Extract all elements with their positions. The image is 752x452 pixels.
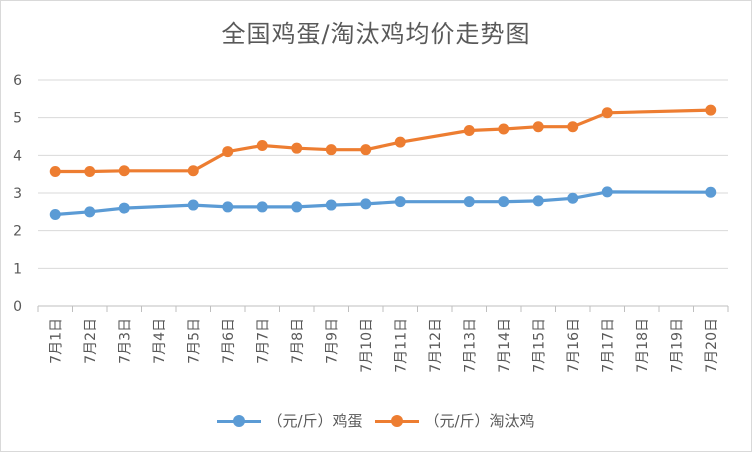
x-tick-label: 7月6日 — [221, 318, 237, 364]
x-tick-label: 7月12日 — [428, 318, 444, 373]
series-line-1 — [53, 108, 713, 174]
y-tick-label: 0 — [13, 299, 22, 315]
x-tick-label: 7月15日 — [531, 318, 547, 373]
series-1-point — [394, 136, 406, 148]
x-tick-label: 7月9日 — [324, 318, 340, 364]
legend-swatch-eggs — [217, 414, 262, 427]
x-tick-label: 7月4日 — [152, 318, 168, 364]
series-1-point — [291, 142, 303, 154]
legend-swatch-culled-hens — [374, 414, 419, 427]
series-1-point — [325, 144, 337, 156]
series-0-point — [49, 208, 61, 220]
x-tick-label: 7月16日 — [566, 318, 582, 373]
legend-item-culled-hens: （元/斤）淘汰鸡 — [374, 410, 535, 431]
series-1-point — [84, 166, 96, 178]
legend-label-culled-hens: （元/斤）淘汰鸡 — [424, 412, 535, 430]
x-tick-label: 7月17日 — [600, 318, 616, 373]
series-1-point — [601, 107, 613, 119]
series-0-point — [325, 199, 337, 211]
series-0-point — [498, 196, 510, 208]
series-1-point — [256, 140, 268, 152]
y-tick-label: 2 — [13, 224, 22, 240]
x-tick-label: 7月3日 — [117, 318, 133, 364]
series-0-point — [84, 206, 96, 218]
series-0-point — [705, 186, 717, 198]
x-tick-label: 7月18日 — [635, 318, 651, 373]
x-tick-label: 7月19日 — [669, 318, 685, 373]
y-tick-label: 1 — [13, 261, 22, 277]
chart-title: 全国鸡蛋/淘汰鸡均价走势图 — [221, 20, 531, 48]
series-1-point — [498, 123, 510, 135]
series-0-point — [567, 192, 579, 204]
x-tick-label: 7月14日 — [497, 318, 513, 373]
series-1-point — [118, 165, 130, 177]
x-tick-label: 7月13日 — [462, 318, 478, 373]
series-1-point — [532, 121, 544, 133]
series-0-point — [463, 196, 475, 208]
series-1-point — [187, 165, 199, 177]
y-tick-label: 3 — [13, 186, 22, 202]
series-1-point — [360, 144, 372, 156]
x-tick-label: 7月7日 — [255, 318, 271, 364]
series-0-point — [394, 196, 406, 208]
x-tick-label: 7月20日 — [704, 318, 720, 373]
series-0-point — [222, 201, 234, 213]
series-1-point — [222, 146, 234, 158]
legend-label-eggs: （元/斤）鸡蛋 — [267, 412, 363, 430]
series-0-point — [291, 201, 303, 213]
series-0-point — [118, 202, 130, 214]
series-1-point — [705, 104, 717, 116]
series-0-point — [187, 199, 199, 211]
y-tick-label: 4 — [13, 148, 22, 164]
series-0-point — [360, 198, 372, 210]
x-tick-label: 7月1日 — [48, 318, 64, 364]
x-tick-label: 7月8日 — [290, 318, 306, 364]
legend-item-eggs: （元/斤）鸡蛋 — [217, 410, 363, 431]
series-1-point — [567, 121, 579, 133]
series-0-point — [532, 195, 544, 207]
x-tick-label: 7月11日 — [393, 318, 409, 373]
y-tick-label: 5 — [13, 111, 22, 127]
series-1-point — [49, 166, 61, 178]
x-tick-label: 7月5日 — [186, 318, 202, 364]
y-tick-label: 6 — [13, 73, 22, 89]
series-0-point — [256, 201, 268, 213]
x-tick-label: 7月10日 — [359, 318, 375, 373]
series-1-point — [463, 124, 475, 136]
x-tick-label: 7月2日 — [83, 318, 99, 364]
series-line-0 — [53, 190, 713, 217]
series-0-point — [601, 186, 613, 198]
chart-legend: （元/斤）鸡蛋 （元/斤）淘汰鸡 — [0, 410, 752, 431]
